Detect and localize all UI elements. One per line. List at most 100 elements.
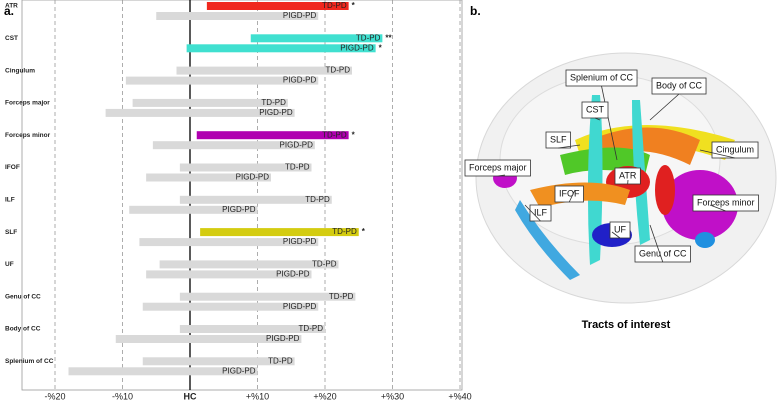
label-text: Forceps major	[469, 162, 527, 172]
bar	[186, 44, 376, 53]
x-tick-label: +%40	[448, 391, 471, 401]
leader-line	[497, 174, 506, 177]
bar	[200, 228, 359, 237]
tract-label: Splenium of CC	[565, 69, 638, 161]
label-text: Cingulum	[716, 144, 754, 154]
label-text: Genu of CC	[639, 248, 687, 258]
bar	[179, 292, 356, 301]
bar	[139, 238, 319, 247]
bar	[115, 335, 302, 343]
x-tick-label: +%30	[381, 391, 404, 401]
tract-label: Forceps major	[464, 159, 531, 177]
bar-label: PIGD-PD	[259, 108, 293, 117]
bar-label: TD-PD	[261, 98, 286, 107]
bar-label: TD-PD	[329, 292, 354, 301]
bar-label: TD-PD	[356, 33, 381, 42]
bar-label: PIGD-PD	[283, 302, 317, 311]
annotation: *	[352, 130, 356, 139]
label-text: ILF	[534, 207, 548, 217]
bar-label: TD-PD	[332, 227, 357, 236]
bar	[125, 76, 319, 85]
x-tick-label: +%20	[313, 391, 336, 401]
label-text: ATR	[619, 170, 637, 180]
leader-line	[611, 231, 621, 239]
bar-label: TD-PD	[322, 130, 347, 139]
bar	[179, 163, 312, 172]
leader-line	[594, 117, 601, 121]
annotation: **	[385, 33, 392, 42]
bar-label: TD-PD	[326, 66, 351, 75]
bar-label: PIGD-PD	[283, 237, 317, 246]
bar-label: TD-PD	[305, 195, 330, 204]
bar	[146, 173, 271, 182]
x-tick-label: +%10	[246, 391, 269, 401]
category-label: Splenium of CC	[5, 358, 54, 365]
bar	[179, 325, 325, 333]
category-label: Genu of CC	[5, 293, 41, 300]
bar-label: PIGD-PD	[280, 140, 314, 149]
bar	[152, 141, 315, 150]
leader-line	[649, 224, 664, 263]
label-text: CST	[586, 104, 605, 114]
category-label: IFOF	[5, 164, 20, 171]
bar	[179, 195, 332, 204]
bar-label: TD-PD	[285, 163, 310, 172]
bar	[250, 34, 383, 43]
annotation: *	[362, 227, 366, 236]
bar-label: PIGD-PD	[222, 205, 256, 214]
leader-line	[524, 204, 541, 222]
category-label: ILF	[5, 197, 15, 204]
bar	[196, 131, 349, 140]
tract-label: ATR	[614, 167, 641, 185]
x-tick-label: HC	[184, 391, 197, 401]
bar	[176, 66, 352, 75]
tract-label: Body of CC	[649, 77, 707, 121]
category-label: Forceps minor	[5, 132, 51, 139]
tract-label: ILF	[524, 204, 552, 222]
leader-line	[649, 93, 680, 121]
bar	[142, 302, 319, 311]
tract-label: Forceps minor	[692, 194, 759, 212]
tract-label: UF	[609, 221, 631, 239]
x-tick-label: -%10	[112, 391, 133, 401]
label-text: UF	[614, 224, 626, 234]
bar-label: PIGD-PD	[340, 43, 374, 52]
tract-label: Cingulum	[699, 141, 759, 159]
label-text: Forceps minor	[697, 197, 755, 207]
label-text: Splenium of CC	[570, 72, 634, 82]
category-label: SLF	[5, 229, 17, 236]
annotation: *	[352, 1, 356, 10]
bar-label: TD-PD	[322, 1, 347, 10]
category-label: CST	[5, 35, 18, 42]
x-tick-label: -%20	[44, 391, 65, 401]
category-label: Forceps major	[5, 100, 50, 107]
label-text: IFOF	[559, 188, 580, 198]
tract-label: CST	[581, 101, 609, 121]
category-label: Body of CC	[5, 326, 41, 333]
category-label: ATR	[5, 3, 18, 10]
panel-label: b.	[470, 4, 481, 18]
bar-label: TD-PD	[299, 324, 324, 333]
bar-label: PIGD-PD	[283, 76, 317, 85]
leader-line	[558, 144, 581, 149]
bar	[159, 260, 339, 269]
bar-label: PIGD-PD	[266, 334, 300, 343]
tract-label: SLF	[545, 131, 581, 149]
caption: Tracts of interest	[582, 319, 671, 331]
category-label: UF	[5, 261, 14, 268]
leader-line	[601, 85, 618, 161]
bar	[132, 98, 288, 107]
bar	[142, 357, 295, 366]
bar	[129, 205, 258, 214]
leader-line	[699, 149, 736, 159]
bar	[206, 2, 349, 10]
bar-label: TD-PD	[312, 260, 337, 269]
leader-line	[709, 204, 726, 212]
bar	[146, 270, 312, 279]
leader-line	[568, 189, 576, 203]
annotation: *	[379, 43, 383, 52]
panel-label: a.	[4, 4, 14, 18]
bar	[68, 367, 258, 376]
bar	[105, 108, 295, 117]
